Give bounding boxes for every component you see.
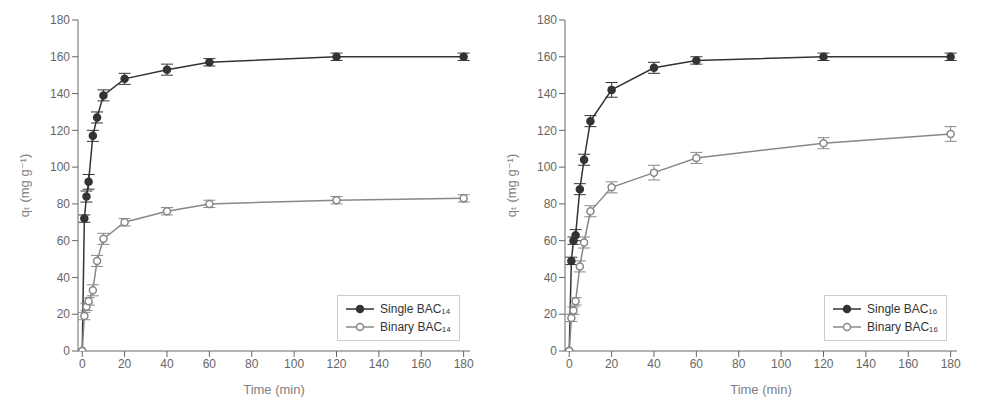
- svg-text:180: 180: [537, 13, 557, 27]
- svg-text:80: 80: [57, 197, 71, 211]
- html-text:Single BAC₁₆: Single BAC₁₆: [867, 302, 938, 316]
- svg-text:qₜ (mg g⁻¹): qₜ (mg g⁻¹): [504, 154, 519, 217]
- svg-text:180: 180: [454, 357, 474, 371]
- svg-text:160: 160: [411, 357, 431, 371]
- svg-text:140: 140: [369, 357, 389, 371]
- svg-text:100: 100: [537, 160, 557, 174]
- svg-text:80: 80: [544, 197, 558, 211]
- svg-text:Time (min): Time (min): [730, 382, 792, 397]
- svg-text:160: 160: [898, 357, 918, 371]
- svg-text:120: 120: [537, 124, 557, 138]
- svg-text:120: 120: [813, 357, 833, 371]
- svg-text:120: 120: [50, 124, 70, 138]
- svg-text:20: 20: [605, 357, 619, 371]
- svg-text:20: 20: [57, 307, 71, 321]
- svg-text:100: 100: [284, 357, 304, 371]
- html-text:Single BAC₁₄: Single BAC₁₄: [380, 302, 451, 316]
- svg-text:140: 140: [50, 87, 70, 101]
- svg-text:140: 140: [537, 87, 557, 101]
- svg-text:40: 40: [544, 271, 558, 285]
- svg-text:60: 60: [203, 357, 217, 371]
- svg-text:40: 40: [160, 357, 174, 371]
- svg-text:140: 140: [856, 357, 876, 371]
- svg-text:180: 180: [50, 13, 70, 27]
- svg-text:60: 60: [544, 234, 558, 248]
- html-text:Binary BAC₁₄: Binary BAC₁₄: [380, 320, 451, 334]
- svg-text:80: 80: [732, 357, 746, 371]
- svg-text:180: 180: [941, 357, 961, 371]
- svg-text:120: 120: [326, 357, 346, 371]
- svg-text:80: 80: [245, 357, 259, 371]
- svg-text:0: 0: [79, 357, 86, 371]
- html-text:Binary BAC₁₆: Binary BAC₁₆: [867, 320, 938, 334]
- svg-text:0: 0: [63, 344, 70, 358]
- svg-text:0: 0: [550, 344, 557, 358]
- svg-text:Time (min): Time (min): [243, 382, 305, 397]
- svg-text:60: 60: [57, 234, 71, 248]
- svg-text:100: 100: [50, 160, 70, 174]
- svg-text:0: 0: [566, 357, 573, 371]
- svg-text:100: 100: [771, 357, 791, 371]
- svg-text:40: 40: [647, 357, 661, 371]
- svg-text:20: 20: [118, 357, 132, 371]
- svg-text:40: 40: [57, 271, 71, 285]
- svg-text:20: 20: [544, 307, 558, 321]
- svg-text:qₜ (mg g⁻¹): qₜ (mg g⁻¹): [17, 154, 32, 217]
- svg-text:160: 160: [537, 50, 557, 64]
- svg-text:160: 160: [50, 50, 70, 64]
- svg-text:60: 60: [690, 357, 704, 371]
